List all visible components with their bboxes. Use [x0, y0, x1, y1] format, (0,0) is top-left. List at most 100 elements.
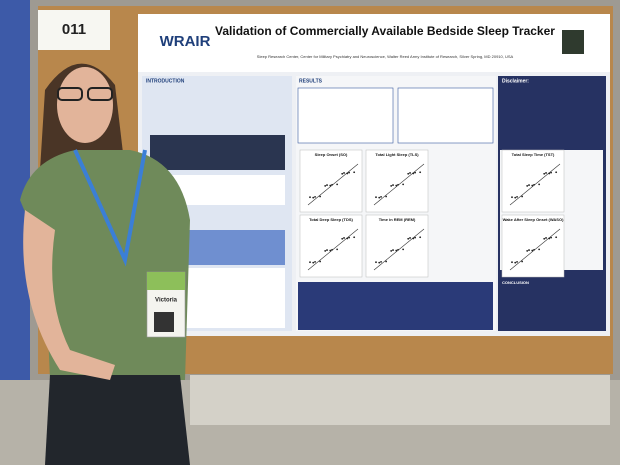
decor-point — [528, 249, 530, 251]
decor-point — [538, 183, 541, 186]
decor-point — [555, 171, 558, 174]
decor-point — [314, 260, 316, 263]
decor-point — [397, 248, 399, 251]
decor-point — [543, 237, 546, 240]
decor-point — [528, 184, 530, 186]
decor-point — [409, 172, 411, 174]
decor-point — [543, 172, 546, 175]
decor-point — [538, 248, 541, 251]
section-heading: Disclaimer: — [502, 78, 529, 84]
decor-point — [380, 195, 382, 198]
affiliation: Sleep Research Center, Center for Milita… — [257, 54, 514, 59]
trousers — [45, 375, 190, 465]
plot-title: Time in REM (REM) — [379, 217, 416, 222]
board-base — [190, 375, 610, 425]
lanyard — [73, 149, 147, 267]
decor-point — [385, 195, 388, 198]
decor-point — [521, 260, 524, 263]
decor-point — [331, 183, 333, 186]
section-heading: INTRODUCTION — [146, 78, 185, 84]
fit-line — [509, 163, 561, 206]
fit-line — [307, 228, 359, 271]
decor-point — [395, 184, 398, 187]
decor-point — [348, 236, 350, 239]
glasses — [57, 87, 83, 101]
decor-point — [526, 185, 529, 187]
plot-title: Total Light Sleep (TLS) — [375, 152, 419, 157]
plot-title: Sleep Onset (SO) — [315, 152, 348, 157]
decor-point — [309, 261, 311, 264]
results-table — [397, 87, 494, 144]
section-heading: CONCLUSION — [502, 280, 529, 285]
decor-point — [336, 183, 339, 186]
decor-point — [511, 196, 513, 199]
fit-line — [509, 228, 561, 271]
decor-point — [380, 260, 382, 263]
fit-line — [307, 163, 359, 206]
decor-point — [392, 249, 394, 251]
decor-point — [419, 171, 422, 174]
decor-point — [319, 260, 322, 263]
decor-point — [324, 185, 327, 187]
decor-point — [550, 171, 552, 174]
decor-point — [550, 236, 552, 239]
badge-band — [147, 272, 185, 290]
decor-point — [412, 237, 415, 240]
decor-point — [378, 196, 381, 199]
glasses — [87, 87, 113, 101]
decor-point — [326, 184, 328, 186]
poster-title: Validation of Commercially Available Bed… — [215, 24, 555, 38]
decor-point — [402, 248, 405, 251]
logo: WRAIR — [160, 33, 211, 50]
decor-point — [407, 237, 410, 240]
results-table — [297, 87, 394, 144]
decor-point — [353, 171, 356, 174]
decor-point — [511, 261, 513, 264]
decor-point — [392, 184, 394, 186]
decor-point — [343, 237, 345, 239]
decor-point — [346, 237, 349, 240]
scatter-plot — [501, 149, 565, 213]
decor-point — [516, 195, 518, 198]
plot-title: Total Sleep Time (TST) — [512, 152, 555, 157]
decor-point — [409, 237, 411, 239]
arm — [23, 210, 116, 380]
decor-point — [341, 172, 344, 175]
decor-point — [395, 249, 398, 252]
plot-title: Total Deep Sleep (TDS) — [309, 217, 353, 222]
decor-point — [375, 196, 377, 199]
decor-point — [397, 183, 399, 186]
badge-name: Victoria — [155, 298, 178, 304]
decor-point — [545, 172, 547, 174]
decor-point — [390, 185, 393, 187]
decor-point — [329, 249, 332, 252]
decor-point — [548, 237, 551, 240]
decor-point — [531, 249, 534, 252]
decor-point — [412, 172, 415, 175]
decor-point — [348, 171, 350, 174]
decor-point — [526, 250, 529, 252]
decor-point — [555, 236, 558, 239]
decor-point — [309, 196, 311, 199]
bottom-table — [298, 282, 493, 330]
decor-point — [402, 183, 405, 186]
decor-point — [516, 260, 518, 263]
plot-grid: Sleep Onset (SO) Total Light Sleep (TLS) T… — [299, 149, 565, 278]
decor-point — [314, 195, 316, 198]
decor-point — [514, 196, 517, 199]
scatter-plot — [501, 214, 565, 278]
decor-point — [375, 261, 377, 264]
decor-point — [331, 248, 333, 251]
decor-point — [548, 172, 551, 175]
decor-point — [329, 184, 332, 187]
decor-point — [324, 250, 327, 252]
poster-header — [138, 14, 610, 72]
decor-point — [312, 196, 315, 199]
section-heading: RESULTS — [299, 78, 323, 84]
decor-point — [414, 171, 416, 174]
decor-point — [514, 261, 517, 264]
decor-point — [545, 237, 547, 239]
placard — [38, 10, 110, 50]
decor-point — [341, 237, 344, 240]
